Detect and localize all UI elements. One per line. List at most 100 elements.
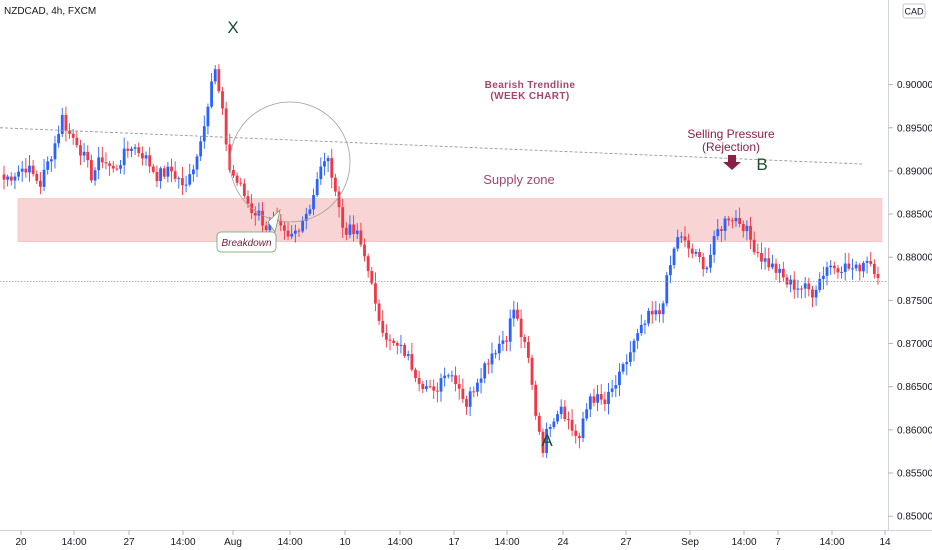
price-axis[interactable]: 0.90000 0.89500 0.89000 0.88500 0.88000 0.875… — [888, 0, 932, 530]
candle-body — [181, 178, 184, 186]
y-tick-label: 0.87000 — [897, 339, 932, 350]
candle-body — [563, 406, 567, 420]
candle-body — [122, 148, 126, 166]
candle-body — [301, 220, 305, 232]
candle-body — [425, 386, 428, 390]
candle-body — [796, 288, 800, 290]
candle-body — [403, 344, 406, 356]
candle-body — [603, 399, 607, 404]
candle-body — [374, 283, 377, 304]
candle-body — [42, 169, 46, 187]
candle-body — [840, 271, 843, 273]
candle-body — [392, 340, 396, 343]
candle-body — [188, 174, 192, 185]
candle-body — [687, 240, 691, 249]
candle-body — [228, 144, 232, 171]
candle-body — [13, 176, 17, 181]
time-axis[interactable]: 20 14:00 27 14:00 Aug 14:00 10 14:00 17 14:00 24 27… — [0, 530, 932, 548]
candle-body — [476, 382, 479, 392]
candle-body — [283, 225, 286, 231]
candle-body — [90, 160, 93, 181]
candle-body — [727, 218, 731, 221]
candle-body — [654, 310, 658, 315]
candle-body — [133, 147, 137, 149]
candle-body — [75, 137, 79, 146]
candle-body — [741, 223, 745, 232]
candle-body — [497, 343, 501, 354]
trendline-label-line1: Bearish Trendline — [485, 80, 576, 91]
candle-body — [71, 133, 75, 138]
candle-body — [159, 168, 162, 182]
candle-body — [661, 303, 665, 315]
candle-body — [690, 248, 694, 254]
candle-body — [82, 151, 86, 156]
candle-body — [461, 388, 465, 400]
candle-body — [519, 318, 523, 338]
candle-body — [774, 263, 778, 273]
candle-body — [716, 229, 720, 237]
candle-body — [53, 143, 57, 160]
candle-body — [770, 263, 774, 268]
candle-body — [20, 168, 24, 172]
supply-zone-label: Supply zone — [483, 172, 555, 187]
candle-body — [199, 141, 203, 157]
candle-body — [541, 431, 545, 453]
candle-body — [432, 386, 436, 391]
candle-body — [545, 428, 549, 453]
x-tick-label: 24 — [557, 537, 569, 548]
chart-title: NZDCAD, 4h, FXCM — [4, 6, 96, 17]
y-tick-label: 0.85000 — [897, 512, 932, 523]
candle-body — [268, 221, 272, 231]
candle-body — [548, 426, 552, 429]
candle-body — [446, 375, 450, 377]
candle-body — [512, 309, 516, 319]
candle-body — [781, 268, 785, 278]
rejection-arrow-icon — [723, 155, 741, 170]
breakdown-pointer — [267, 208, 281, 233]
candle-body — [490, 353, 494, 365]
candle-body — [261, 210, 264, 226]
candle-body — [28, 165, 31, 173]
candle-body — [24, 168, 28, 173]
candle-body — [352, 224, 355, 235]
candle-body — [144, 155, 148, 159]
candle-body — [104, 162, 108, 164]
candle-body — [60, 115, 64, 135]
candle-body — [745, 225, 749, 232]
candle-body — [286, 230, 290, 237]
candle-body — [315, 179, 319, 196]
candle-body — [807, 283, 811, 290]
y-tick-label: 0.86500 — [897, 382, 932, 393]
candle-body — [312, 195, 315, 210]
candle-body — [417, 377, 421, 384]
x-tick-label: 14:00 — [819, 537, 844, 548]
candle-body — [621, 364, 625, 372]
candle-body — [534, 384, 538, 416]
candle-body — [494, 353, 498, 355]
candle-body — [468, 391, 472, 407]
candle-body — [811, 289, 814, 298]
candle-body — [683, 236, 687, 241]
x-tick-label: 14 — [879, 537, 891, 548]
candle-body — [672, 248, 676, 266]
candle-body — [177, 178, 181, 180]
candle-body — [574, 430, 578, 436]
candle-body — [79, 145, 82, 156]
candle-body — [140, 153, 144, 159]
candle-body — [869, 261, 873, 264]
candle-body — [344, 227, 348, 235]
candles-layer — [2, 64, 880, 458]
breakdown-circle — [229, 101, 351, 223]
candle-body — [184, 184, 188, 186]
candle-body — [643, 323, 647, 325]
candle-body — [639, 324, 643, 334]
y-tick-label: 0.87500 — [897, 296, 932, 307]
candle-body — [821, 275, 825, 280]
currency-badge[interactable] — [902, 3, 926, 19]
x-tick-label: 14:00 — [731, 537, 756, 548]
y-tick-label: 0.88000 — [897, 253, 932, 264]
candle-body — [137, 147, 141, 154]
y-tick-label: 0.88500 — [897, 210, 932, 221]
candle-body — [472, 391, 476, 393]
